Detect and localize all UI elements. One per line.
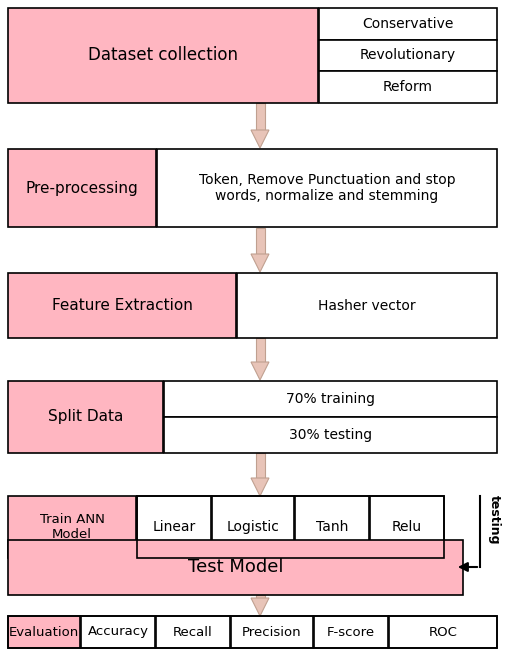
Text: Evaluation: Evaluation (9, 625, 79, 638)
Text: Train ANN
Model: Train ANN Model (40, 513, 104, 541)
Polygon shape (251, 130, 269, 148)
Text: Conservative: Conservative (363, 17, 454, 31)
Bar (81, 616, 155, 648)
Bar (137, 496, 444, 558)
Bar (137, 496, 211, 558)
Bar (157, 149, 497, 227)
Bar (8, 8, 318, 103)
Polygon shape (251, 254, 269, 272)
Bar (295, 496, 369, 558)
Text: Test Model: Test Model (188, 559, 283, 576)
Bar (319, 8, 497, 40)
Text: ROC: ROC (428, 625, 457, 638)
Text: F-score: F-score (327, 625, 375, 638)
Text: testing: testing (488, 496, 500, 545)
Bar (156, 616, 230, 648)
Bar (319, 71, 497, 103)
Text: 70% training: 70% training (286, 392, 375, 406)
Text: Split Data: Split Data (48, 409, 123, 424)
Bar (256, 453, 265, 478)
Bar (8, 273, 236, 338)
Bar (237, 273, 497, 338)
Bar (256, 558, 265, 580)
Text: Pre-processing: Pre-processing (26, 181, 138, 196)
Bar (8, 496, 136, 558)
Text: Relu: Relu (392, 520, 422, 534)
Polygon shape (251, 598, 269, 616)
Bar (8, 540, 463, 595)
Text: Dataset collection: Dataset collection (88, 46, 238, 65)
Text: Hasher vector: Hasher vector (318, 299, 416, 312)
Text: Precision: Precision (242, 625, 302, 638)
Text: Logistic: Logistic (227, 520, 279, 534)
Bar (164, 417, 497, 453)
Bar (8, 149, 156, 227)
Text: 30% testing: 30% testing (289, 428, 372, 442)
Polygon shape (251, 478, 269, 496)
Bar (370, 496, 444, 558)
Text: Revolutionary: Revolutionary (360, 48, 456, 63)
Polygon shape (251, 580, 269, 598)
Bar (8, 616, 497, 648)
Bar (314, 616, 388, 648)
Text: Accuracy: Accuracy (88, 625, 149, 638)
Bar (8, 616, 80, 648)
Bar (389, 616, 497, 648)
Text: Feature Extraction: Feature Extraction (52, 298, 193, 313)
Bar (256, 228, 265, 254)
Bar (256, 595, 265, 598)
Text: Reform: Reform (383, 80, 433, 94)
Bar (256, 103, 265, 130)
Bar (256, 338, 265, 362)
Bar (319, 40, 497, 71)
Text: Token, Remove Punctuation and stop
words, normalize and stemming: Token, Remove Punctuation and stop words… (199, 173, 455, 203)
Bar (8, 381, 163, 453)
Bar (164, 381, 497, 417)
Text: Recall: Recall (173, 625, 213, 638)
Bar (212, 496, 294, 558)
Polygon shape (251, 362, 269, 380)
Text: Linear: Linear (153, 520, 196, 534)
Bar (231, 616, 313, 648)
Text: Tanh: Tanh (316, 520, 348, 534)
